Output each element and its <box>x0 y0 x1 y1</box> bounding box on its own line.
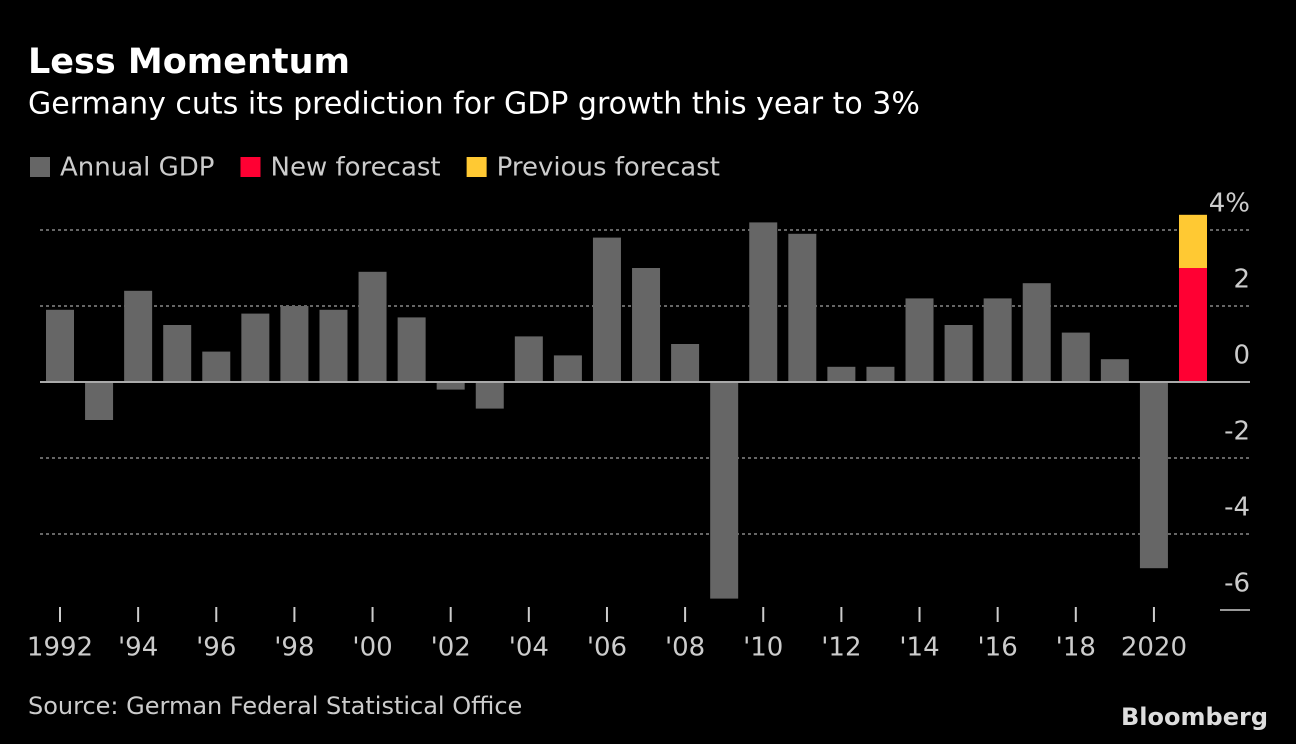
bar <box>592 237 621 382</box>
brand: Bloomberg <box>1121 703 1268 731</box>
x-tick-label: '08 <box>665 633 705 663</box>
bar <box>749 222 778 382</box>
x-tick-label: '98 <box>274 633 314 663</box>
x-tick-label: 2020 <box>1121 633 1187 663</box>
legend-swatch <box>30 157 50 177</box>
bar <box>202 351 231 382</box>
x-tick-label: '18 <box>1056 633 1096 663</box>
bar <box>632 268 661 382</box>
bar <box>710 382 739 599</box>
legend-swatch <box>466 157 487 177</box>
bar <box>436 382 465 390</box>
legend-swatch <box>240 157 261 177</box>
bar <box>1179 214 1207 268</box>
bar <box>671 344 700 382</box>
bar <box>475 382 504 409</box>
bar <box>1061 332 1090 382</box>
bar <box>866 366 895 382</box>
x-tick-label: 1992 <box>27 633 93 663</box>
x-tick-label: '02 <box>431 633 471 663</box>
bar <box>358 271 387 382</box>
bar <box>124 290 153 382</box>
x-tick-label: '12 <box>821 633 861 663</box>
chart-title: Less Momentum <box>28 42 350 82</box>
bar <box>1139 382 1168 569</box>
y-tick-label: 4% <box>1209 189 1250 219</box>
bar <box>397 317 426 382</box>
x-tick-label: '06 <box>587 633 627 663</box>
x-tick-label: '00 <box>352 633 392 663</box>
x-tick-label: '94 <box>118 633 158 663</box>
legend-label: Annual GDP <box>60 153 215 183</box>
x-tick-label: '14 <box>899 633 939 663</box>
bar <box>241 313 270 382</box>
y-tick-label: -2 <box>1224 417 1250 447</box>
y-tick-label: -4 <box>1224 493 1250 523</box>
legend-label: New forecast <box>271 153 441 183</box>
bar <box>788 233 817 382</box>
bar <box>514 336 543 382</box>
chart-subtitle: Germany cuts its prediction for GDP grow… <box>28 87 920 122</box>
bar <box>553 355 582 382</box>
bar <box>46 309 74 382</box>
bar <box>1100 359 1129 382</box>
bar <box>163 325 192 382</box>
bar <box>319 309 348 382</box>
x-tick-label: '10 <box>743 633 783 663</box>
bar <box>983 298 1012 382</box>
bar <box>85 382 114 420</box>
bar <box>280 306 309 382</box>
bar <box>1179 268 1207 382</box>
x-tick-label: '16 <box>978 633 1018 663</box>
y-tick-label: 2 <box>1233 265 1250 295</box>
source: Source: German Federal Statistical Offic… <box>28 692 522 720</box>
x-tick-label: '04 <box>509 633 549 663</box>
bar <box>905 298 934 382</box>
y-tick-label: 0 <box>1233 341 1250 371</box>
bar <box>827 366 856 382</box>
x-tick-label: '96 <box>196 633 236 663</box>
bar <box>1022 283 1051 382</box>
legend-label: Previous forecast <box>497 153 720 183</box>
bar <box>944 325 973 382</box>
y-tick-label: -6 <box>1224 569 1250 599</box>
